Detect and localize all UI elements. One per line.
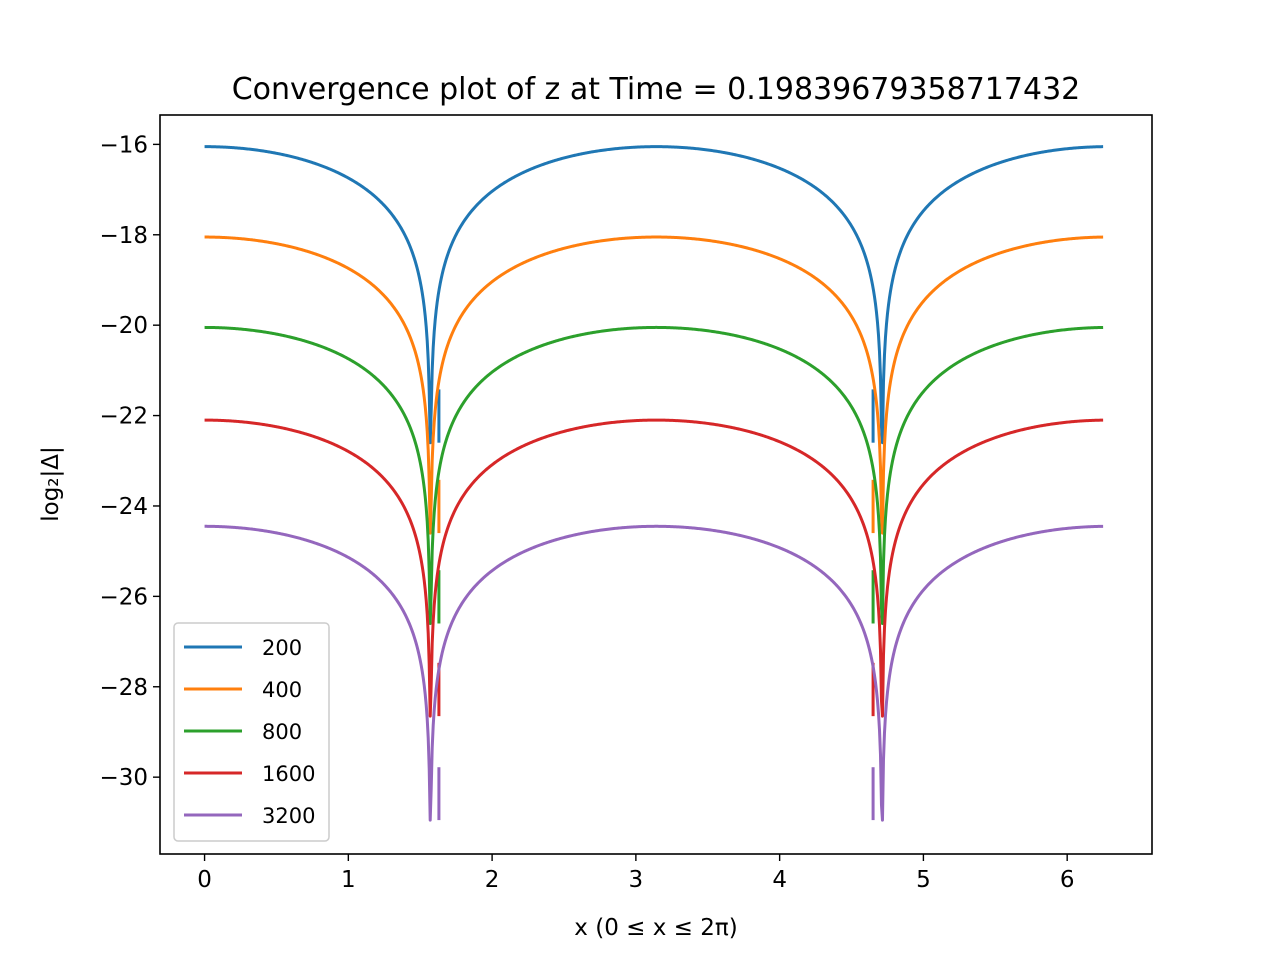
legend-label-400: 400	[262, 678, 302, 702]
x-tick-label: 6	[1060, 867, 1075, 893]
y-axis-label: log₂|Δ|	[38, 446, 64, 522]
x-axis-label: x (0 ≤ x ≤ 2π)	[574, 915, 737, 941]
x-tick-label: 4	[772, 867, 787, 893]
y-tick-label: −26	[99, 584, 148, 610]
legend-label-1600: 1600	[262, 762, 315, 786]
legend-label-3200: 3200	[262, 804, 315, 828]
x-tick-label: 2	[485, 867, 500, 893]
y-tick-label: −16	[99, 132, 148, 158]
y-axis: −16 −18 −20 −22 −24 −26 −28 −30	[99, 132, 160, 791]
series-line-200	[204, 145, 1104, 445]
y-tick-label: −20	[99, 313, 148, 339]
legend-label-800: 800	[262, 720, 302, 744]
x-tick-label: 3	[629, 867, 644, 893]
y-tick-label: −18	[99, 223, 148, 249]
series-line-3200	[204, 524, 1104, 822]
y-tick-label: −28	[99, 675, 148, 701]
y-tick-label: −24	[99, 494, 148, 520]
axes-frame	[159, 114, 1153, 855]
series-line-800	[204, 325, 1104, 625]
x-axis: 0 1 2 3 4 5 6	[197, 854, 1074, 893]
legend-box	[173, 622, 330, 842]
x-tick-label: 5	[916, 867, 931, 893]
chart-title: Convergence plot of z at Time = 0.198396…	[232, 72, 1081, 107]
series-line-400	[204, 235, 1104, 535]
y-tick-label: −30	[99, 765, 148, 791]
x-tick-label: 0	[197, 867, 212, 893]
legend-label-200: 200	[262, 636, 302, 660]
series-line-1600	[204, 418, 1104, 718]
legend: 200 400 800 1600 3200	[173, 622, 330, 842]
y-tick-label: −22	[99, 404, 148, 430]
x-tick-label: 1	[341, 867, 356, 893]
plot-area	[204, 145, 1104, 822]
